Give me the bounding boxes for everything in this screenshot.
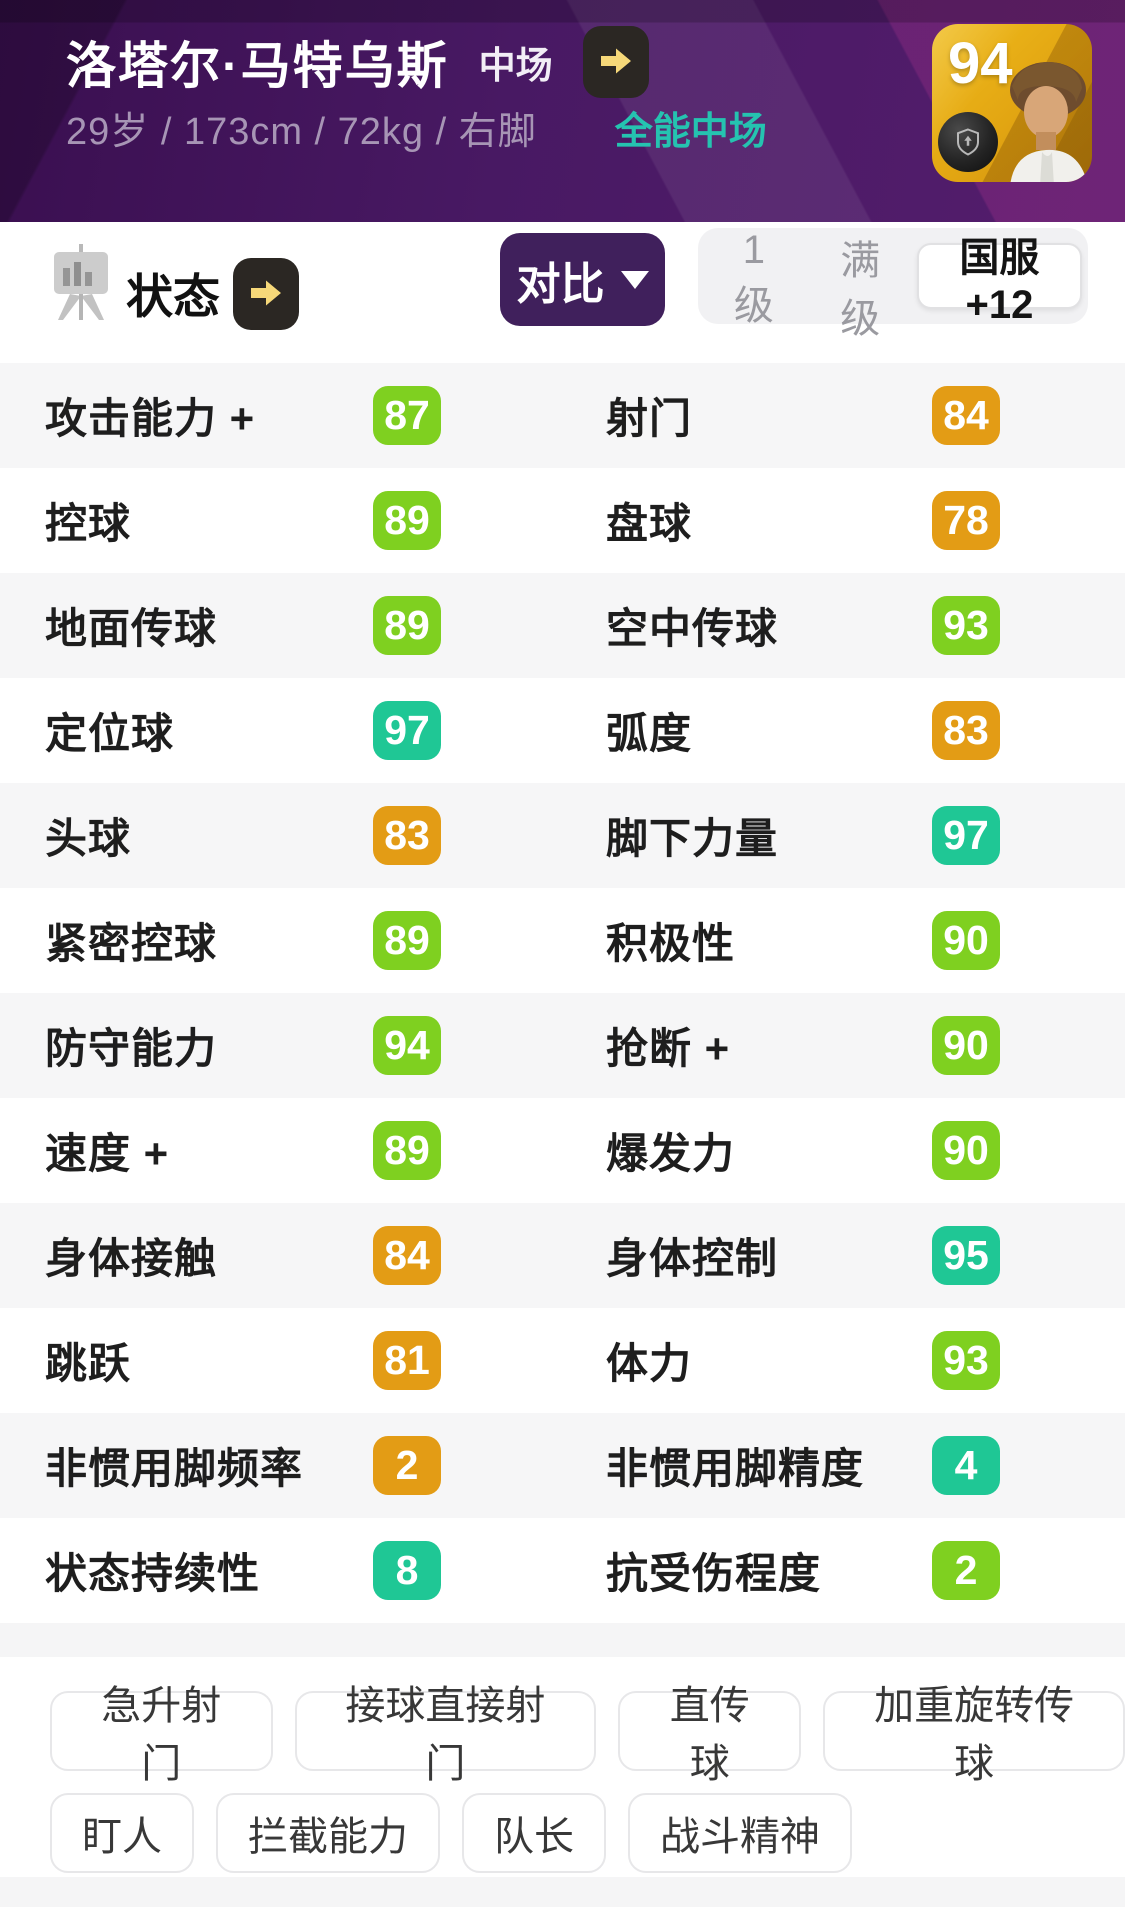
stat-label: 空中传球 (606, 605, 779, 652)
stat-label: 非惯用脚频率 (45, 1445, 304, 1492)
skills-section: 急升射门 接球直接射门 直传球 加重旋转传球 盯人 拦截能力 队长 战斗精神 (0, 1657, 1125, 1877)
tab-level-1[interactable]: 1级 (704, 228, 804, 328)
stat-row: 防守能力 94 抢断 + 90 (0, 993, 1125, 1098)
stat-value-badge: 93 (932, 596, 1000, 655)
bottom-strip (0, 1877, 1125, 1907)
stat-value-badge: 83 (373, 806, 441, 865)
stat-value-badge: 83 (932, 701, 1000, 760)
stat-label: 射门 (606, 395, 693, 442)
stat-label: 地面传球 (45, 605, 218, 652)
stat-label: 头球 (45, 815, 132, 862)
stat-value-badge: 90 (932, 1121, 1000, 1180)
player-position: 中场 (478, 45, 553, 86)
stat-value-badge: 78 (932, 491, 1000, 550)
stat-row: 控球 89 盘球 78 (0, 468, 1125, 573)
skill-chip[interactable]: 盯人 (50, 1793, 194, 1873)
ball-club-badge (938, 112, 998, 172)
name-row: 洛塔尔·马特乌斯 中场 (66, 26, 649, 98)
stat-row: 地面传球 89 空中传球 93 (0, 573, 1125, 678)
skill-chip[interactable]: 直传球 (618, 1684, 802, 1786)
stat-label: 身体接触 (45, 1235, 218, 1282)
stat-label: 抢断 + (606, 1025, 731, 1072)
position-detail-arrow-button[interactable] (582, 26, 649, 98)
level-segmented-control: 1级 满级 国服+12 (698, 228, 1088, 341)
skills-row-1: 急升射门 接球直接射门 直传球 加重旋转传球 (50, 1684, 1125, 1786)
section-divider (0, 1623, 1125, 1657)
stat-row: 状态持续性 8 抗受伤程度 2 (0, 1518, 1125, 1623)
stat-value-badge: 89 (373, 1121, 441, 1180)
stat-label: 爆发力 (606, 1130, 736, 1177)
stat-value-badge: 90 (932, 1016, 1000, 1075)
stat-label: 防守能力 (45, 1025, 218, 1072)
stat-label: 积极性 (606, 920, 736, 967)
stat-label: 控球 (45, 500, 132, 547)
arrow-right-icon (596, 41, 636, 84)
player-header: 洛塔尔·马特乌斯 中场 29岁 / 173cm / 72kg / 右脚 全能中场… (0, 0, 1125, 222)
chevron-down-icon (620, 270, 649, 289)
stat-label: 紧密控球 (45, 920, 218, 967)
player-name: 洛塔尔·马特乌斯 (66, 38, 449, 94)
player-bio: 29岁 / 173cm / 72kg / 右脚 (66, 111, 537, 153)
stat-label: 体力 (606, 1340, 693, 1387)
skill-chip[interactable]: 加重旋转传球 (823, 1684, 1125, 1786)
stat-row: 头球 83 脚下力量 97 (0, 783, 1125, 888)
stat-value-badge: 97 (932, 806, 1000, 865)
stat-label: 盘球 (606, 500, 693, 547)
stat-label: 定位球 (45, 710, 175, 757)
skill-chip[interactable]: 接球直接射门 (294, 1684, 597, 1786)
section-title: 状态 (126, 270, 220, 323)
stat-row: 紧密控球 89 积极性 90 (0, 888, 1125, 993)
stat-value-badge: 89 (373, 491, 441, 550)
stat-label: 身体控制 (606, 1235, 779, 1282)
stat-value-badge: 87 (373, 386, 441, 445)
status-detail-arrow-button[interactable] (233, 258, 299, 330)
stat-value-badge: 95 (932, 1226, 1000, 1285)
skill-chip[interactable]: 拦截能力 (216, 1793, 440, 1873)
stat-row: 攻击能力 + 87 射门 84 (0, 363, 1125, 468)
compare-label: 对比 (516, 259, 605, 309)
stat-value-badge: 81 (373, 1331, 441, 1390)
stat-row: 速度 + 89 爆发力 90 (0, 1098, 1125, 1203)
stat-value-badge: 2 (932, 1541, 1000, 1600)
stats-list: 攻击能力 + 87 射门 84 控球 89 盘球 78 地面传球 89 空中传球… (0, 363, 1125, 1623)
status-toolbar: 状态 对比 1级 满级 国服+12 (0, 222, 1125, 363)
skill-chip[interactable]: 队长 (462, 1793, 606, 1873)
stat-value-badge: 93 (932, 1331, 1000, 1390)
player-photo (980, 56, 1092, 182)
stat-label: 速度 + (45, 1130, 170, 1177)
stat-label: 状态持续性 (45, 1550, 261, 1597)
info-row: 29岁 / 173cm / 72kg / 右脚 全能中场 (66, 100, 767, 155)
stat-label: 脚下力量 (606, 815, 779, 862)
stat-value-badge: 84 (373, 1226, 441, 1285)
stat-label: 非惯用脚精度 (606, 1445, 865, 1492)
stat-value-badge: 84 (932, 386, 1000, 445)
stat-value-badge: 94 (373, 1016, 441, 1075)
stat-value-badge: 4 (932, 1436, 1000, 1495)
overall-rating: 94 (948, 31, 1013, 96)
stat-value-badge: 2 (373, 1436, 441, 1495)
skill-chip[interactable]: 战斗精神 (628, 1793, 852, 1873)
stat-label: 抗受伤程度 (606, 1550, 822, 1597)
stat-row: 跳跃 81 体力 93 (0, 1308, 1125, 1413)
stat-label: 攻击能力 + (45, 395, 256, 442)
arrow-right-icon (246, 273, 286, 316)
tab-cn-server-plus12[interactable]: 国服+12 (916, 236, 1082, 327)
tab-level-max[interactable]: 满级 (804, 228, 917, 341)
stat-value-badge: 8 (373, 1541, 441, 1600)
stat-value-badge: 89 (373, 596, 441, 655)
stat-value-badge: 89 (373, 911, 441, 970)
player-card: 94 (932, 24, 1092, 182)
player-playstyle: 全能中场 (614, 111, 767, 153)
skills-row-2: 盯人 拦截能力 队长 战斗精神 (50, 1793, 1125, 1873)
stat-label: 弧度 (606, 710, 693, 757)
skill-chip[interactable]: 急升射门 (50, 1684, 273, 1786)
stat-value-badge: 90 (932, 911, 1000, 970)
stat-row: 身体接触 84 身体控制 95 (0, 1203, 1125, 1308)
stat-row: 非惯用脚频率 2 非惯用脚精度 4 (0, 1413, 1125, 1518)
stat-label: 跳跃 (45, 1340, 132, 1387)
stats-board-icon (50, 242, 112, 324)
stat-row: 定位球 97 弧度 83 (0, 678, 1125, 783)
compare-dropdown-button[interactable]: 对比 (500, 233, 665, 326)
stat-value-badge: 97 (373, 701, 441, 760)
